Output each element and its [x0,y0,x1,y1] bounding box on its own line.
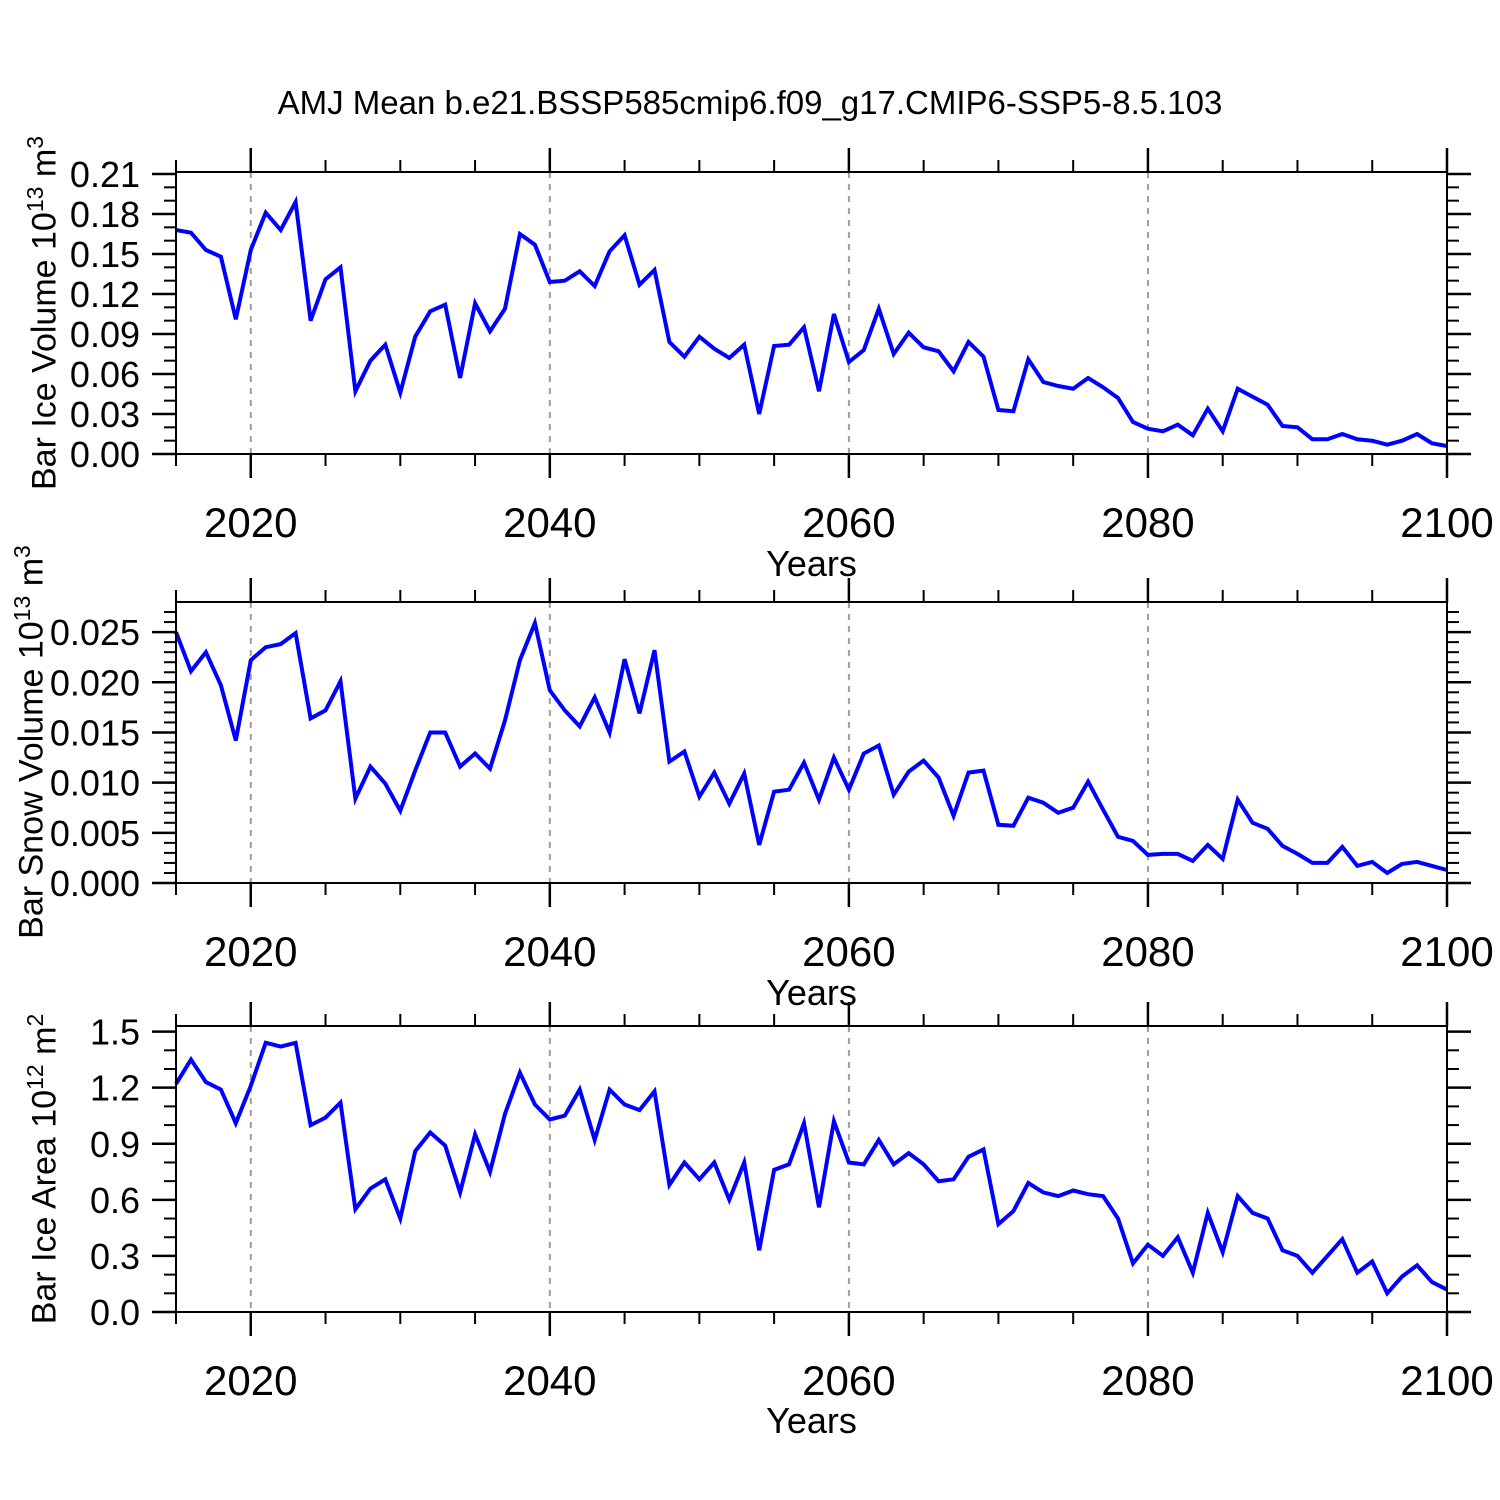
x-axis-title-1: Years [766,543,857,584]
y-tick-label: 0.000 [50,863,140,904]
plot-frame-3 [175,1025,1448,1313]
y-tick-label: 0.005 [50,813,140,854]
y-tick-label: 0.015 [50,712,140,753]
x-tick-label: 2020 [204,1357,297,1404]
y-tick-label: 0.3 [90,1236,140,1277]
x-tick-label: 2040 [503,499,596,546]
x-tick-label: 2040 [503,928,596,975]
x-tick-label: 2080 [1101,928,1194,975]
y-tick-label: 0.0 [90,1292,140,1333]
x-axis-title-3: Years [766,1400,857,1441]
y-tick-label: 1.5 [90,1012,140,1053]
series-line-bar-ice-volume [175,195,1448,448]
y-tick-label: 0.00 [70,434,140,475]
y-tick-label: 0.18 [70,194,140,235]
plot-frame-2 [175,601,1448,884]
y-tick-label: 1.2 [90,1068,140,1109]
x-tick-label: 2080 [1101,499,1194,546]
plot-frame-1 [175,171,1448,455]
y-tick-label: 0.9 [90,1124,140,1165]
x-tick-label: 2060 [802,1357,895,1404]
x-tick-label: 2060 [802,928,895,975]
y-tick-label: 0.010 [50,763,140,804]
x-tick-label: 2100 [1400,499,1493,546]
x-tick-label: 2020 [204,499,297,546]
y-tick-label: 0.09 [70,314,140,355]
x-tick-label: 2100 [1400,928,1493,975]
figure-title: AMJ Mean b.e21.BSSP585cmip6.f09_g17.CMIP… [277,84,1223,121]
y-tick-label: 0.21 [70,154,140,195]
x-tick-label: 2080 [1101,1357,1194,1404]
series-line-bar-snow-volume [174,616,1448,876]
y-tick-label: 0.025 [50,612,140,653]
x-tick-label: 2060 [802,499,895,546]
y-axis-title-ice-area: Bar Ice Area 1012 m2 [22,1013,64,1325]
x-tick-label: 2020 [204,928,297,975]
y-tick-label: 0.020 [50,662,140,703]
x-tick-label: 2100 [1400,1357,1493,1404]
y-tick-label: 0.6 [90,1180,140,1221]
y-tick-label: 0.12 [70,274,140,315]
y-tick-label: 0.15 [70,234,140,275]
y-tick-label: 0.06 [70,354,140,395]
x-axis-title-2: Years [766,972,857,1013]
y-tick-label: 0.03 [70,394,140,435]
series-line-bar-ice-area [174,1040,1448,1297]
x-tick-label: 2040 [503,1357,596,1404]
